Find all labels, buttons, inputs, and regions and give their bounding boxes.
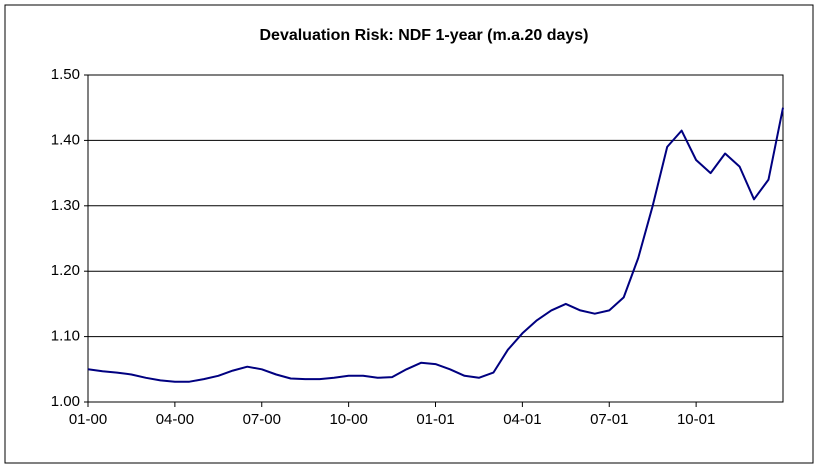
y-tick-label: 1.40 — [51, 131, 80, 148]
x-tick-label: 07-00 — [243, 411, 281, 428]
x-tick-label: 01-01 — [416, 411, 454, 428]
chart-title: Devaluation Risk: NDF 1-year (m.a.20 day… — [259, 27, 588, 44]
y-tick-label: 1.10 — [51, 328, 80, 345]
y-tick-label: 1.20 — [51, 262, 80, 279]
data-line — [87, 107, 784, 383]
x-tick-label: 07-01 — [590, 411, 628, 428]
x-tick-label: 01-00 — [69, 411, 107, 428]
x-tick-label: 04-00 — [156, 411, 194, 428]
x-tick-label: 10-01 — [677, 411, 715, 428]
y-tick-label: 1.30 — [51, 197, 80, 214]
y-tick-label: 1.50 — [51, 66, 80, 83]
y-tick-label: 1.00 — [51, 393, 80, 410]
x-tick-label: 10-00 — [329, 411, 367, 428]
plot-area — [87, 74, 784, 403]
x-tick-label: 04-01 — [503, 411, 541, 428]
